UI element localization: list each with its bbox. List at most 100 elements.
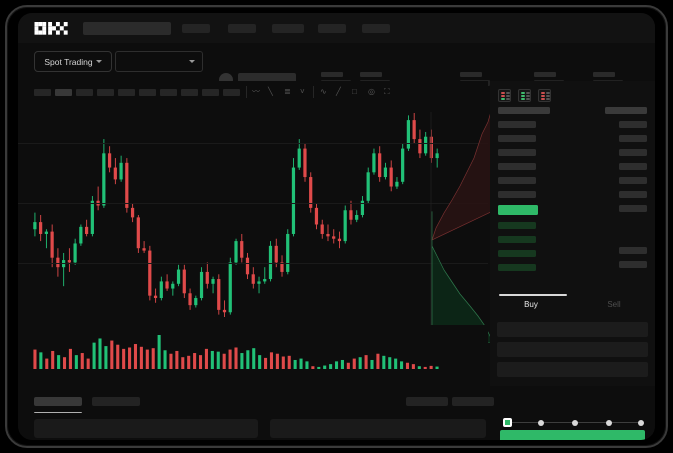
order-book-size — [619, 247, 647, 254]
amount-field[interactable] — [497, 342, 648, 357]
order-book-row[interactable] — [498, 163, 536, 170]
order-book-row[interactable] — [498, 149, 536, 156]
settings-icon[interactable]: ◎ — [368, 87, 375, 96]
tab-buy[interactable]: Buy — [524, 300, 538, 309]
nav-item-5[interactable] — [362, 24, 390, 33]
trend-line-icon[interactable]: ╲ — [268, 87, 273, 96]
order-book-row[interactable] — [498, 236, 536, 243]
bottom-bar — [18, 413, 655, 440]
order-book-column-header — [498, 107, 550, 114]
spot-trading-mode-button[interactable]: Spot Trading — [34, 51, 112, 72]
interval-button-9[interactable] — [202, 89, 219, 96]
okx-logo[interactable] — [34, 22, 74, 35]
order-book-row[interactable] — [498, 121, 536, 128]
interval-button-6[interactable] — [139, 89, 156, 96]
slider-step-0[interactable] — [503, 418, 512, 427]
top-navigation-bar — [18, 13, 655, 43]
orderbook-view-asks-icon[interactable] — [538, 89, 551, 102]
order-book-row[interactable] — [498, 222, 536, 229]
line-chart-icon[interactable]: 〰 — [252, 87, 260, 96]
fullscreen-icon[interactable]: ⛶ — [384, 87, 390, 96]
toolbar-divider — [313, 86, 314, 98]
tab-order-history[interactable] — [92, 397, 140, 406]
order-book-size — [619, 177, 647, 184]
stat-label — [460, 72, 482, 77]
volume-series — [33, 335, 439, 369]
toolbar-divider — [246, 86, 247, 98]
nav-item-1[interactable] — [182, 24, 210, 33]
order-book-size — [619, 121, 647, 128]
bottom-panel-center[interactable] — [270, 419, 486, 438]
chart-gridline — [18, 262, 488, 264]
interval-button-3[interactable] — [76, 89, 93, 96]
order-book-row[interactable] — [498, 177, 536, 184]
nav-item-4[interactable] — [318, 24, 346, 33]
slider-step-1[interactable] — [538, 419, 544, 426]
order-book-size — [619, 163, 647, 170]
amount-slider[interactable] — [500, 418, 645, 427]
interval-button-2[interactable] — [55, 89, 72, 96]
stat-label — [593, 72, 615, 77]
slider-step-2[interactable] — [572, 419, 578, 426]
indicator-icon[interactable]: ∿ — [320, 87, 327, 96]
volume-histogram — [18, 325, 488, 385]
stat-label — [360, 72, 382, 77]
orderbook-view-both-icon[interactable] — [498, 89, 511, 102]
order-book-view-modes — [498, 89, 551, 102]
candlestick-chart[interactable] — [18, 103, 488, 325]
nav-item-2[interactable] — [228, 24, 256, 33]
order-book-last-price[interactable] — [498, 205, 538, 215]
order-book-row[interactable] — [498, 191, 536, 198]
chevron-down-icon[interactable]: ˅ — [300, 87, 305, 96]
total-field[interactable] — [497, 362, 648, 377]
order-book-size — [619, 135, 647, 142]
buy-tab-underline — [499, 294, 567, 296]
order-form — [490, 318, 655, 386]
order-book-panel — [490, 81, 655, 293]
candle-series — [33, 113, 439, 317]
camera-icon[interactable]: □ — [352, 87, 357, 96]
slider-step-3[interactable] — [606, 419, 612, 426]
trading-pair-select[interactable] — [115, 51, 203, 72]
interval-button-5[interactable] — [118, 89, 135, 96]
interval-button-8[interactable] — [181, 89, 198, 96]
tab-action-2[interactable] — [452, 397, 494, 406]
interval-button-10[interactable] — [223, 89, 240, 96]
interval-button-1[interactable] — [34, 89, 51, 96]
app-screen: Spot Trading 〰 ╲ — [18, 13, 655, 440]
search-input[interactable] — [83, 22, 171, 35]
order-book-size — [619, 191, 647, 198]
chevron-down-icon — [95, 60, 102, 63]
order-book-column-header — [605, 107, 647, 114]
chart-toolbar: 〰 ╲ ≣ ˅ ∿ ╱ □ ◎ ⛶ — [18, 81, 488, 104]
tab-sell[interactable]: Sell — [607, 300, 621, 309]
order-side-tabs: Buy Sell — [490, 293, 655, 318]
place-order-button[interactable] — [500, 430, 645, 440]
fibonacci-icon[interactable]: ≣ — [284, 87, 291, 96]
bottom-panel-left[interactable] — [34, 419, 258, 438]
spot-trading-label: Spot Trading — [44, 56, 93, 67]
orders-tab-bar — [18, 391, 494, 414]
tab-active-underline — [34, 412, 82, 414]
chart-gridline — [18, 202, 488, 204]
interval-button-7[interactable] — [160, 89, 177, 96]
eraser-icon[interactable]: ╱ — [336, 87, 341, 96]
interval-button-4[interactable] — [97, 89, 114, 96]
tab-open-orders[interactable] — [34, 397, 82, 406]
slider-step-4[interactable] — [638, 419, 644, 426]
order-book-row[interactable] — [498, 135, 536, 142]
order-book-size — [619, 149, 647, 156]
order-book-row[interactable] — [498, 250, 536, 257]
order-book-size — [619, 261, 647, 268]
stat-label — [534, 72, 556, 77]
chart-gridline — [18, 142, 488, 144]
stat-label — [321, 72, 343, 77]
chevron-down-icon — [189, 60, 195, 63]
nav-item-3[interactable] — [272, 24, 304, 33]
price-field[interactable] — [497, 322, 648, 337]
order-book-size — [619, 205, 647, 212]
tab-action-1[interactable] — [406, 397, 448, 406]
orderbook-view-bids-icon[interactable] — [518, 89, 531, 102]
order-book-row[interactable] — [498, 264, 536, 271]
